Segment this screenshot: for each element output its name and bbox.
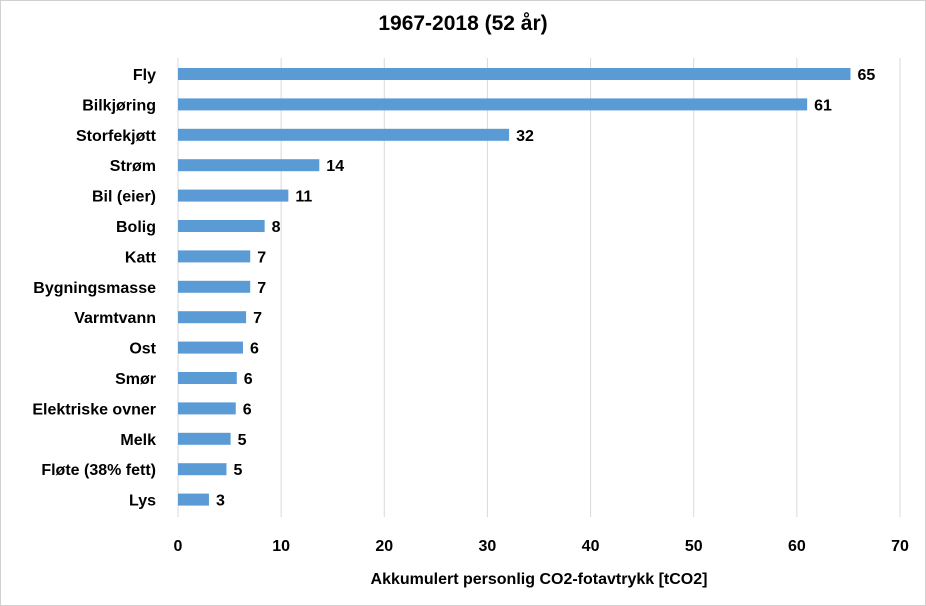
value-label-13: 5 — [233, 462, 242, 479]
category-label-4: Bil (eier) — [92, 189, 156, 206]
x-axis-title: Akkumulert personlig CO2-fotavtrykk [tCO… — [371, 571, 708, 588]
x-tick-30: 30 — [479, 538, 497, 555]
x-tick-40: 40 — [582, 538, 600, 555]
bar-7 — [178, 280, 251, 293]
value-label-9: 6 — [250, 341, 259, 358]
value-label-2: 32 — [516, 128, 534, 145]
category-label-10: Smør — [115, 371, 156, 388]
bar-11 — [178, 402, 236, 415]
bar-6 — [178, 250, 251, 263]
x-tick-70: 70 — [891, 538, 909, 555]
category-label-2: Storfekjøtt — [76, 128, 157, 145]
value-label-5: 8 — [272, 219, 281, 236]
bar-5 — [178, 220, 265, 232]
category-label-13: Fløte (38% fett) — [41, 462, 156, 479]
value-label-4: 11 — [295, 189, 312, 206]
value-label-10: 6 — [244, 371, 253, 388]
x-tick-50: 50 — [685, 538, 703, 555]
bar-13 — [178, 463, 227, 476]
category-label-9: Ost — [129, 341, 156, 358]
category-label-14: Lys — [129, 493, 156, 510]
value-label-11: 6 — [243, 401, 252, 418]
bar-4 — [178, 189, 289, 202]
value-label-6: 7 — [257, 249, 266, 266]
value-label-8: 7 — [253, 310, 262, 327]
bar-1 — [178, 98, 808, 111]
bars — [178, 68, 851, 506]
category-labels: Fly Bilkjøring Storfekjøtt Strøm Bil (eier) B… — [32, 67, 156, 510]
value-label-3: 14 — [326, 158, 344, 175]
chart-title: 1967-2018 (52 år) — [378, 12, 548, 35]
bar-8 — [178, 311, 247, 324]
category-label-1: Bilkjøring — [82, 97, 156, 114]
value-label-14: 3 — [216, 493, 225, 510]
category-label-6: Katt — [125, 249, 157, 266]
category-label-3: Strøm — [110, 158, 156, 175]
bar-9 — [178, 341, 243, 354]
value-label-12: 5 — [238, 432, 247, 449]
bar-2 — [178, 128, 510, 141]
bar-3 — [178, 159, 320, 172]
bar-12 — [178, 432, 231, 445]
value-label-0: 65 — [857, 67, 875, 84]
grid-lines — [177, 58, 901, 517]
value-label-7: 7 — [257, 280, 266, 297]
x-tick-20: 20 — [375, 538, 393, 555]
x-tick-10: 10 — [272, 538, 290, 555]
category-label-7: Bygningsmasse — [33, 280, 156, 297]
category-label-5: Bolig — [116, 219, 156, 236]
value-label-1: 61 — [814, 97, 832, 114]
category-label-0: Fly — [133, 67, 156, 84]
category-label-8: Varmtvann — [74, 310, 156, 327]
x-tick-0: 0 — [174, 538, 183, 555]
bar-14 — [178, 493, 209, 506]
category-label-11: Elektriske ovner — [32, 401, 156, 418]
category-label-12: Melk — [120, 432, 156, 449]
bar-0 — [178, 68, 851, 80]
x-tick-60: 60 — [788, 538, 806, 555]
bar-10 — [178, 372, 237, 384]
x-tick-labels: 0 10 20 30 40 50 60 70 — [174, 538, 909, 555]
